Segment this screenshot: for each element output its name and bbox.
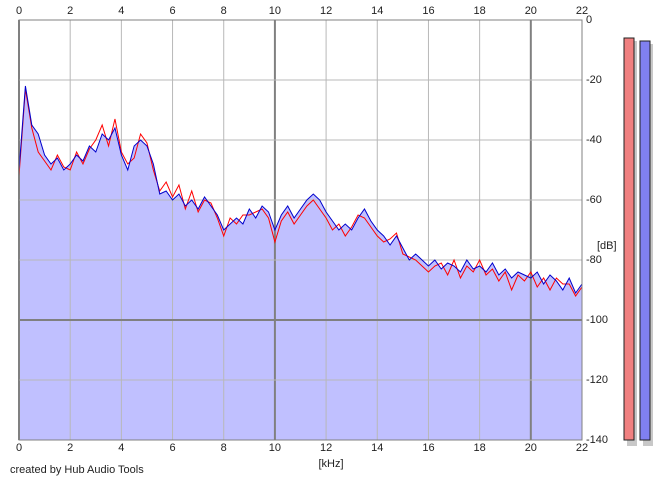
y-tick-label: -100 xyxy=(586,314,608,326)
x-tick-label: 2 xyxy=(67,442,73,454)
x-tick-label-top: 10 xyxy=(269,5,281,17)
level-meter xyxy=(623,37,635,441)
x-tick-label: 10 xyxy=(269,442,281,454)
x-tick-label-top: 0 xyxy=(16,5,22,17)
y-tick-label: -20 xyxy=(586,74,602,86)
x-tick-label-top: 6 xyxy=(169,5,175,17)
x-tick-label-top: 16 xyxy=(422,5,434,17)
x-tick-label: 12 xyxy=(320,442,332,454)
level-meter xyxy=(639,40,651,441)
x-tick-label: 14 xyxy=(371,442,383,454)
x-tick-label: 0 xyxy=(16,442,22,454)
x-tick-label: 8 xyxy=(221,442,227,454)
x-tick-label-top: 20 xyxy=(525,5,537,17)
y-axis-label: [dB] xyxy=(597,240,617,252)
spectrum-line xyxy=(18,85,583,295)
y-tick-label: -60 xyxy=(586,194,602,206)
x-tick-label: 4 xyxy=(118,442,124,454)
y-tick-label: -120 xyxy=(586,374,608,386)
x-tick-label: 6 xyxy=(169,442,175,454)
x-tick-label: 18 xyxy=(474,442,486,454)
x-tick-label-top: 2 xyxy=(67,5,73,17)
y-tick-label: -80 xyxy=(586,254,602,266)
plot-border xyxy=(18,19,583,441)
x-tick-label-top: 22 xyxy=(576,5,588,17)
x-tick-label-top: 12 xyxy=(320,5,332,17)
x-tick-label: 20 xyxy=(525,442,537,454)
x-tick-label-top: 4 xyxy=(118,5,124,17)
x-tick-label-top: 8 xyxy=(221,5,227,17)
y-tick-label: -40 xyxy=(586,134,602,146)
x-tick-label-top: 14 xyxy=(371,5,383,17)
x-tick-label-top: 18 xyxy=(474,5,486,17)
x-tick-label: 16 xyxy=(422,442,434,454)
footer: created by Hub Audio Tools xyxy=(10,464,144,476)
spectrum-line xyxy=(18,88,583,297)
x-tick-label: 22 xyxy=(576,442,588,454)
x-axis-label: [kHz] xyxy=(318,458,343,470)
y-tick-label: 0 xyxy=(586,14,592,26)
y-tick-label: -140 xyxy=(586,434,608,446)
spectrum-area xyxy=(19,86,582,440)
